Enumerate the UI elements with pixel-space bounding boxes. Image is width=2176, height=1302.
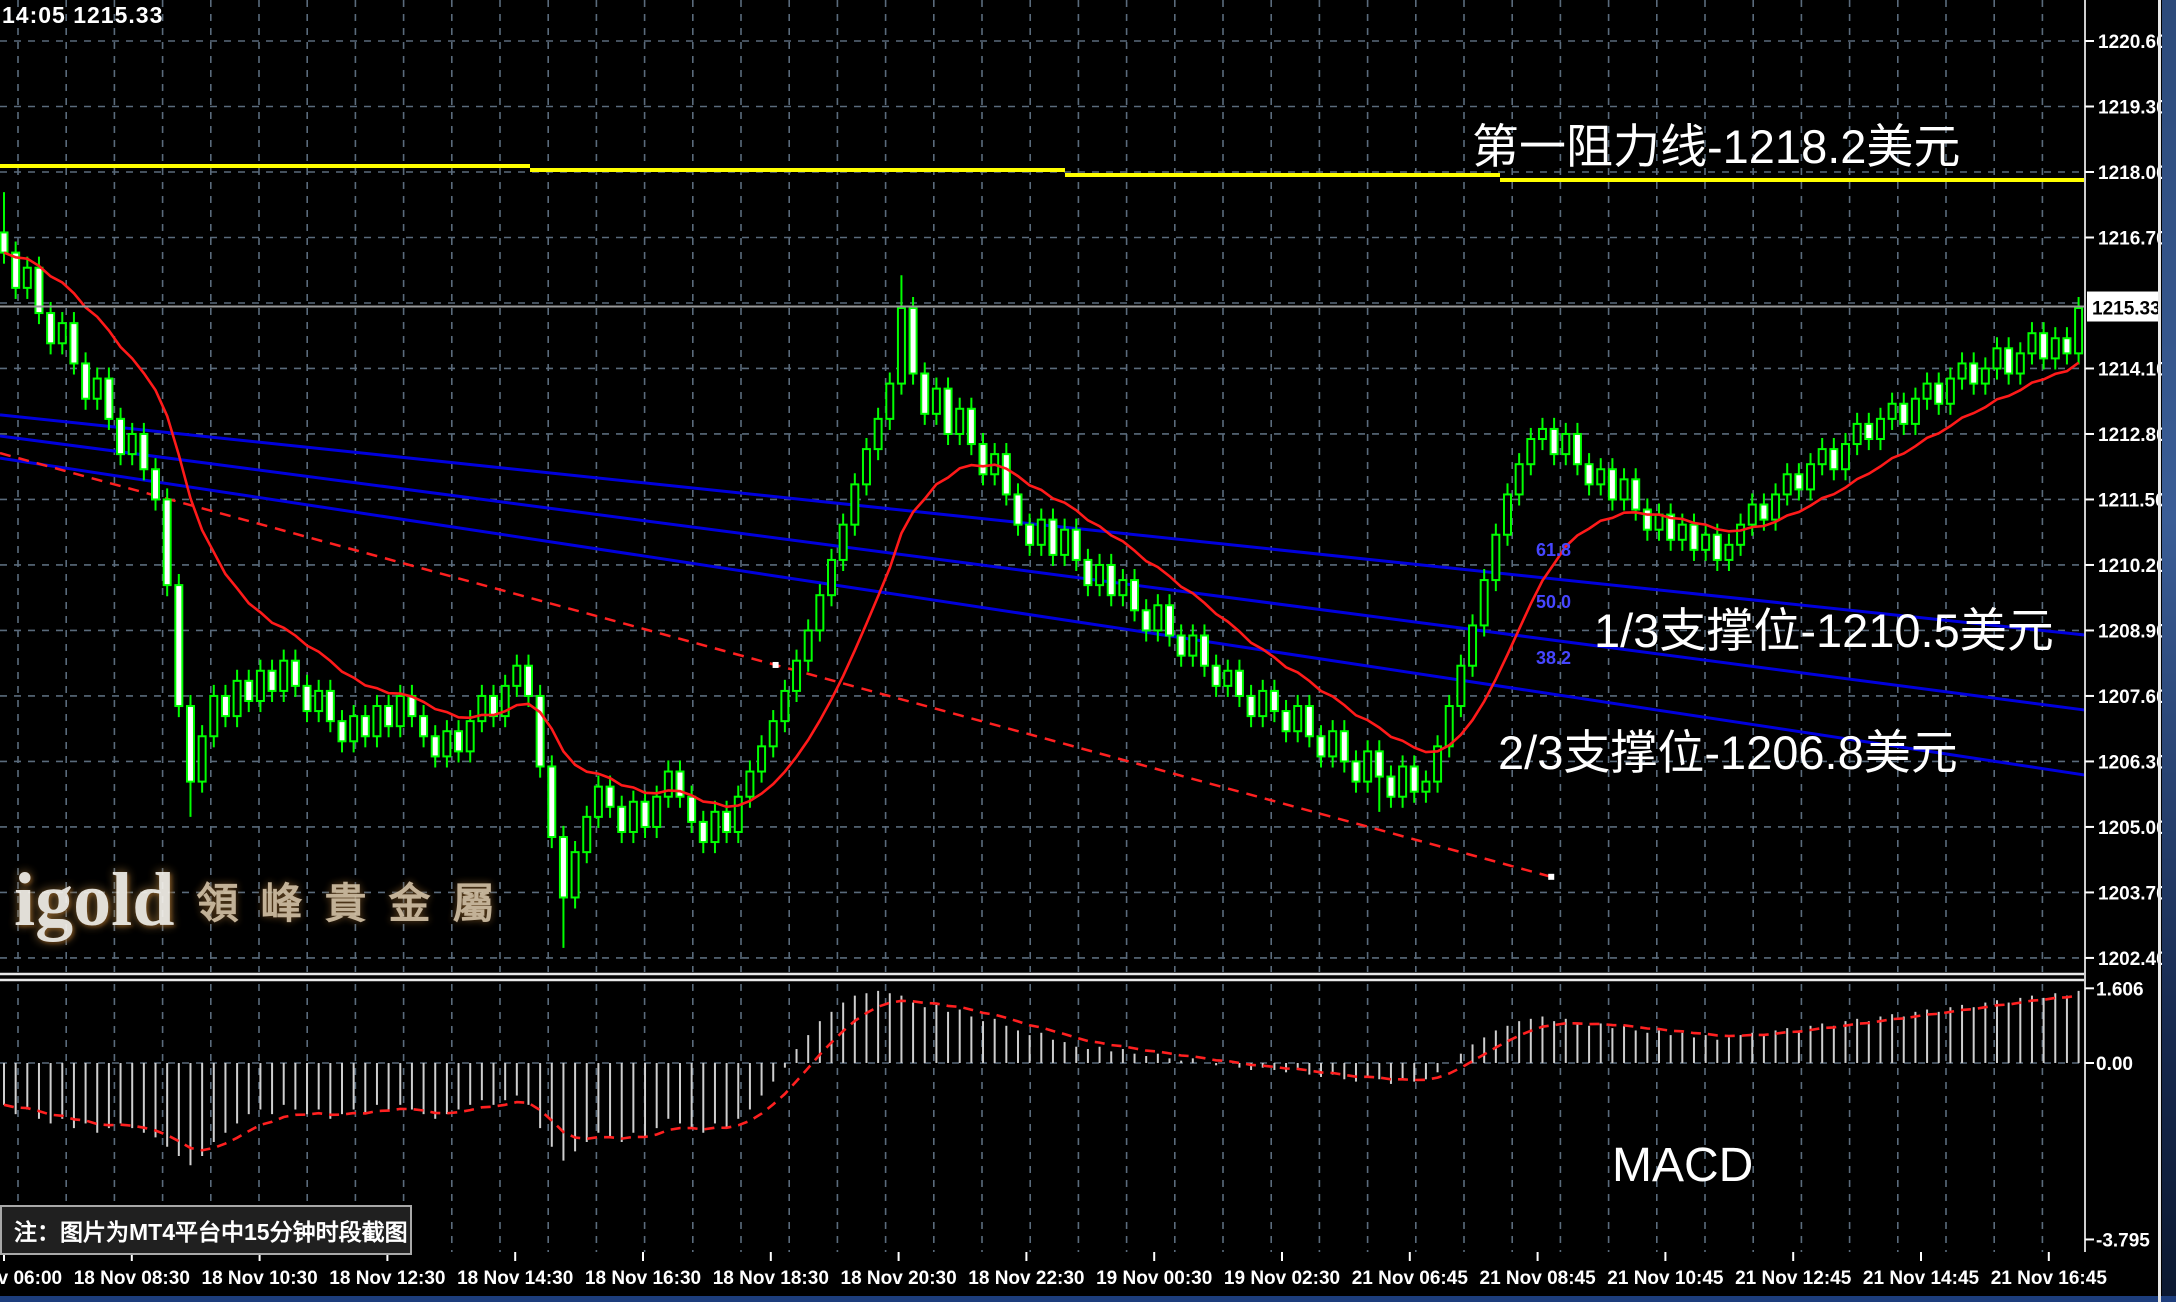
fib-level-50-0-label: 50.0 — [1536, 592, 1572, 612]
quote-info-text: 14:05 1215.33 — [2, 2, 164, 28]
svg-text:1207.60: 1207.60 — [2098, 687, 2167, 708]
svg-text:1202.40: 1202.40 — [2098, 949, 2167, 970]
svg-text:19 Nov 00:30: 19 Nov 00:30 — [1096, 1268, 1212, 1289]
grid — [0, 0, 2085, 1252]
svg-text:18 Nov 22:30: 18 Nov 22:30 — [968, 1268, 1084, 1289]
svg-text:1208.90: 1208.90 — [2098, 621, 2167, 642]
svg-text:18 Nov 18:30: 18 Nov 18:30 — [713, 1268, 829, 1289]
svg-text:-3.795: -3.795 — [2096, 1230, 2150, 1251]
resistance-annotation: 第一阻力线-1218.2美元 — [1472, 120, 1961, 173]
svg-text:21 Nov 06:45: 21 Nov 06:45 — [1352, 1268, 1469, 1289]
panel-separator — [0, 972, 2085, 982]
watermark-cjk-text: 領峰貴金屬 — [196, 879, 517, 927]
trend-line — [0, 451, 1555, 880]
igold-watermark-logo: igold 領峰貴金屬 — [14, 862, 517, 938]
ma-line — [3, 251, 2080, 809]
svg-text:18 Nov 20:30: 18 Nov 20:30 — [841, 1268, 957, 1289]
watermark-latin-text: igold — [14, 858, 175, 942]
svg-text:21 Nov 14:45: 21 Nov 14:45 — [1863, 1268, 1980, 1289]
macd-indicator-label: MACD — [1612, 1139, 1754, 1192]
macd-signal-line — [3, 994, 2079, 1152]
svg-text:21 Nov 12:45: 21 Nov 12:45 — [1735, 1268, 1852, 1289]
svg-text:21 Nov 10:45: 21 Nov 10:45 — [1607, 1268, 1724, 1289]
svg-text:1218.00: 1218.00 — [2098, 163, 2167, 184]
svg-text:1203.70: 1203.70 — [2098, 883, 2167, 904]
svg-text:18 Nov 10:30: 18 Nov 10:30 — [202, 1268, 318, 1289]
svg-text:1219.30: 1219.30 — [2098, 98, 2167, 119]
svg-text:18 Nov 12:30: 18 Nov 12:30 — [329, 1268, 445, 1289]
svg-text:21 Nov 16:45: 21 Nov 16:45 — [1991, 1268, 2108, 1289]
window-right-border — [2158, 0, 2161, 1302]
resistance-line — [0, 164, 2085, 182]
svg-text:18 Nov 06:00: 18 Nov 06:00 — [0, 1268, 62, 1289]
svg-text:18 Nov 14:30: 18 Nov 14:30 — [457, 1268, 573, 1289]
svg-text:18 Nov 08:30: 18 Nov 08:30 — [74, 1268, 190, 1289]
support2-annotation: 2/3支撑位-1206.8美元 — [1498, 726, 1958, 779]
note-text: 注：图片为MT4平台中15分钟时段截图 — [14, 1219, 408, 1245]
svg-text:1215.33: 1215.33 — [2092, 299, 2161, 320]
time-axis: 18 Nov 06:00 18 Nov 08:30 18 Nov 10:30 18 N… — [0, 1252, 2107, 1289]
current-price-tag: 1215.33 — [2087, 291, 2161, 322]
svg-text:1211.50: 1211.50 — [2098, 490, 2166, 511]
svg-text:18 Nov 16:30: 18 Nov 16:30 — [585, 1268, 701, 1289]
svg-text:1210.20: 1210.20 — [2098, 556, 2167, 577]
svg-text:21 Nov 08:45: 21 Nov 08:45 — [1480, 1268, 1597, 1289]
candles — [0, 192, 2084, 948]
fib-level-38-2-label: 38.2 — [1536, 648, 1572, 668]
svg-text:0.00: 0.00 — [2096, 1054, 2133, 1075]
svg-text:1214.10: 1214.10 — [2098, 359, 2167, 380]
window-bottom-strip — [0, 1296, 2176, 1302]
svg-text:1220.60: 1220.60 — [2098, 32, 2167, 53]
macd-histogram — [3, 990, 2080, 1166]
note-box: 注：图片为MT4平台中15分钟时段截图 — [0, 1205, 412, 1255]
svg-text:1.606: 1.606 — [2096, 979, 2144, 1000]
svg-text:1216.70: 1216.70 — [2098, 228, 2167, 249]
svg-text:1212.80: 1212.80 — [2098, 425, 2167, 446]
price-axis: 1220.60 1219.30 1218.00 1216.70 1214.10 1212.… — [2084, 0, 2167, 1252]
support1-annotation: 1/3支撑位-1210.5美元 — [1594, 604, 2054, 657]
window-edge-strip[interactable] — [2162, 0, 2176, 1302]
svg-text:19 Nov 02:30: 19 Nov 02:30 — [1224, 1268, 1340, 1289]
fib-level-61-8-label: 61.8 — [1536, 540, 1572, 560]
svg-text:1206.30: 1206.30 — [2098, 752, 2167, 773]
svg-text:1205.00: 1205.00 — [2098, 818, 2167, 839]
